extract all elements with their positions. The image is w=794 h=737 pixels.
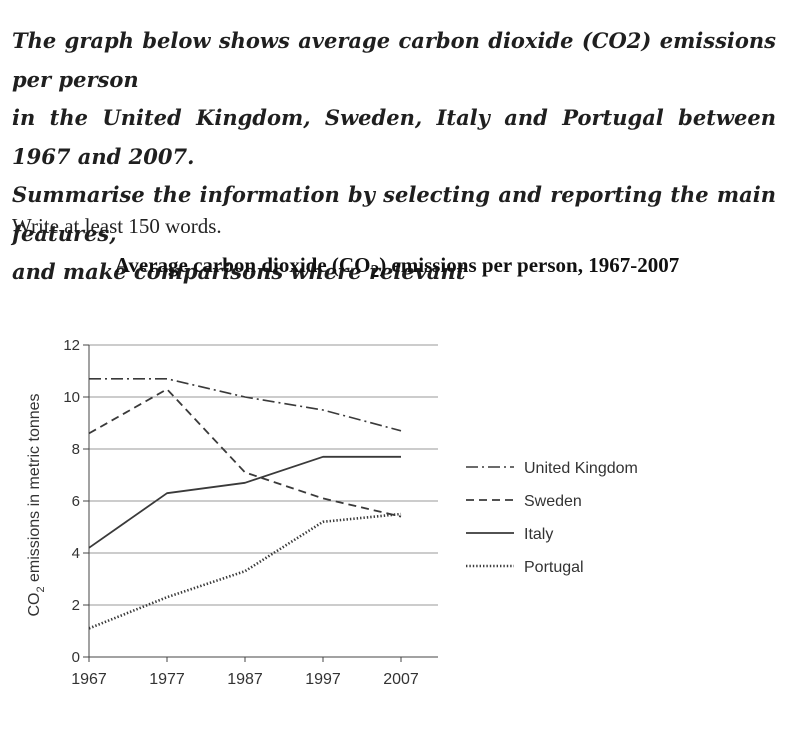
x-tick-label: 1987 bbox=[227, 671, 263, 688]
series-line-portugal bbox=[88, 512, 402, 630]
x-tick-label: 2007 bbox=[383, 671, 419, 688]
series-line-sweden bbox=[88, 388, 402, 518]
chart-title: Average carbon dioxide (CO2) emissions p… bbox=[0, 253, 794, 282]
chart-title-before: Average carbon dioxide (CO bbox=[114, 253, 371, 277]
axes bbox=[83, 344, 438, 662]
prompt-line-3: Summarise the information by selecting a… bbox=[12, 182, 776, 246]
y-tick-label: 2 bbox=[72, 597, 80, 614]
prompt-line-1: The graph below shows average carbon dio… bbox=[12, 28, 776, 92]
y-tick-label: 10 bbox=[63, 389, 80, 406]
x-tick-label: 1997 bbox=[305, 671, 341, 688]
legend-label: Sweden bbox=[524, 493, 582, 510]
chart-title-after: ) emissions per person, 1967-2007 bbox=[379, 253, 680, 277]
task-prompt: The graph below shows average carbon dio… bbox=[12, 22, 776, 292]
series-line-italy bbox=[88, 455, 401, 549]
legend-label: Italy bbox=[524, 526, 553, 543]
x-tick-labels: 1967 1977 1987 1997 2007 bbox=[71, 671, 419, 688]
legend-label: Portugal bbox=[524, 559, 584, 576]
x-tick-label: 1967 bbox=[71, 671, 107, 688]
grid-lines bbox=[89, 344, 438, 606]
series-line-united-kingdom bbox=[89, 377, 402, 432]
legend-label: United Kingdom bbox=[524, 460, 638, 477]
series-lines bbox=[88, 377, 402, 630]
word-count-instruction: Write at least 150 words. bbox=[12, 214, 222, 238]
legend: United Kingdom Sweden Italy Portugal bbox=[466, 460, 638, 576]
y-tick-label: 8 bbox=[72, 441, 80, 458]
y-tick-label: 12 bbox=[63, 337, 80, 354]
y-tick-labels: 0 2 4 6 8 10 12 bbox=[63, 337, 80, 666]
y-tick-label: 4 bbox=[72, 545, 80, 562]
prompt-line-2: in the United Kingdom, Sweden, Italy and… bbox=[12, 105, 776, 169]
y-tick-label: 0 bbox=[72, 649, 80, 666]
y-tick-label: 6 bbox=[72, 493, 80, 510]
prompt-line-4: and make comparisons where relevant bbox=[12, 259, 466, 284]
chart-title-subscript: 2 bbox=[370, 261, 380, 282]
y-axis-label: CO2 emissions in metric tonnes bbox=[26, 393, 47, 616]
x-tick-label: 1977 bbox=[149, 671, 185, 688]
